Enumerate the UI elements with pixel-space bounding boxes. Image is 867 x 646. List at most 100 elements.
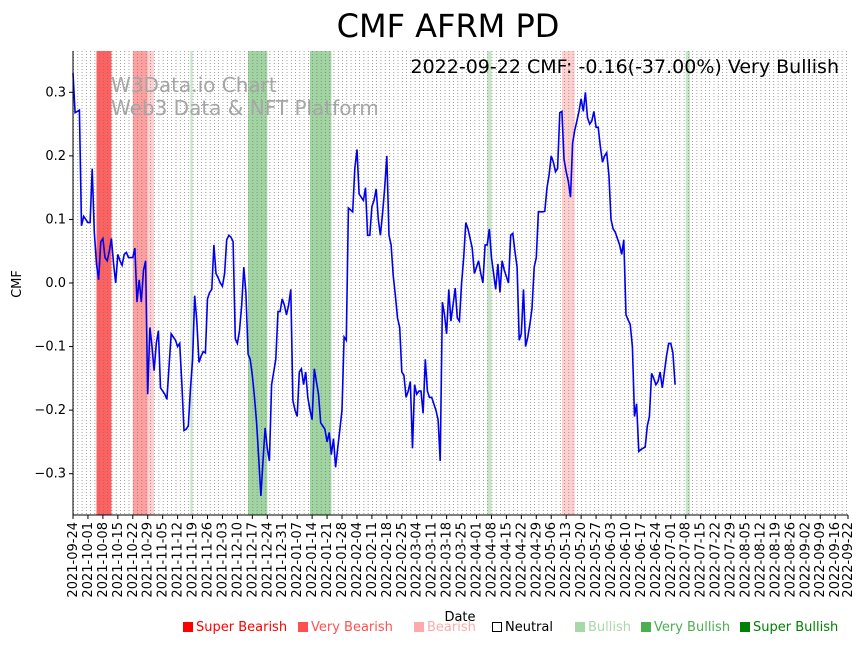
legend-label: Bearish xyxy=(427,620,476,635)
signal-legend: Super Bearish Very Bearish Bearish Neutr… xyxy=(0,620,867,640)
x-ticks: 2021-09-24 2021-10-01 2021-10-08 2021-10-15… xyxy=(66,515,856,598)
legend-label: Super Bullish xyxy=(753,620,839,635)
axes xyxy=(72,51,848,516)
legend-label: Neutral xyxy=(505,620,553,635)
x-tick-label: 2022-04-29 xyxy=(529,522,544,598)
x-tick-label: 2022-07-22 xyxy=(709,522,724,598)
x-tick-label: 2022-06-24 xyxy=(649,522,664,598)
x-tick-label: 2022-06-03 xyxy=(604,522,619,598)
cmf-series-line xyxy=(72,73,676,496)
x-tick-label: 2022-02-04 xyxy=(350,522,365,598)
x-tick-label: 2021-12-17 xyxy=(245,522,260,598)
x-tick-label: 2021-11-05 xyxy=(156,522,171,598)
x-tick-label: 2022-07-01 xyxy=(664,522,679,598)
x-tick-label: 2022-09-02 xyxy=(798,522,813,598)
legend-very-bearish: Very Bearish xyxy=(298,620,393,635)
y-tick-label: 0.3 xyxy=(45,85,66,100)
x-tick-label: 2021-10-15 xyxy=(111,522,126,598)
x-tick-label: 2022-03-04 xyxy=(410,522,425,598)
signal-band-bullish xyxy=(685,51,691,515)
vertical-gridlines xyxy=(73,51,847,515)
watermark-line-2: Web3 Data & NFT Platform xyxy=(111,96,379,120)
x-tick-label: 2022-05-06 xyxy=(544,522,559,598)
x-tick-label: 2021-10-01 xyxy=(81,522,96,598)
legend-bearish: Bearish xyxy=(414,620,476,635)
y-tick-label: 0.2 xyxy=(45,149,66,164)
watermark-line-1: W3Data.io Chart xyxy=(111,73,277,97)
signal-band-bearish xyxy=(147,51,155,515)
legend-swatch xyxy=(740,622,750,632)
x-tick-label: 2022-04-08 xyxy=(484,522,499,598)
x-tick-label: 2022-01-28 xyxy=(335,522,350,598)
legend-swatch xyxy=(414,622,424,632)
y-tick-label: 0.1 xyxy=(45,212,66,227)
x-tick-label: 2022-01-21 xyxy=(320,522,335,598)
x-tick-label: 2022-05-20 xyxy=(574,522,589,598)
legend-swatch xyxy=(641,622,651,632)
y-tick-label: −0.2 xyxy=(34,403,66,418)
x-tick-label: 2022-06-10 xyxy=(619,522,634,598)
x-tick-label: 2022-07-29 xyxy=(724,522,739,598)
signal-band-bullish xyxy=(487,51,492,515)
x-tick-label: 2022-09-09 xyxy=(813,522,828,598)
y-axis-label: CMF xyxy=(10,270,25,298)
legend-very-bullish: Very Bullish xyxy=(641,620,730,635)
x-tick-label: 2021-12-24 xyxy=(260,522,275,598)
legend-label: Very Bearish xyxy=(311,620,393,635)
legend-label: Super Bearish xyxy=(196,620,288,635)
legend-super-bullish: Super Bullish xyxy=(740,620,838,635)
x-tick-label: 2022-08-12 xyxy=(753,522,768,598)
x-tick-label: 2022-02-18 xyxy=(380,522,395,598)
legend-neutral: Neutral xyxy=(492,620,553,635)
x-tick-label: 2022-09-22 xyxy=(841,522,856,598)
y-ticks: −0.3 −0.2 −0.1 0.0 0.1 0.2 0.3 xyxy=(34,85,73,482)
latest-value-annotation: 2022-09-22 CMF: -0.16(-37.00%) Very Bull… xyxy=(410,56,839,78)
x-tick-label: 2021-11-12 xyxy=(171,522,186,598)
x-tick-label: 2021-10-29 xyxy=(141,522,156,598)
legend-swatch xyxy=(183,622,193,632)
legend-label: Very Bullish xyxy=(654,620,731,635)
legend-super-bearish: Super Bearish xyxy=(183,620,287,635)
x-tick-label: 2022-09-16 xyxy=(828,522,843,598)
x-tick-label: 2022-03-11 xyxy=(425,522,440,598)
x-tick-label: 2021-09-24 xyxy=(66,522,81,598)
x-tick-label: 2022-04-22 xyxy=(514,522,529,598)
x-tick-label: 2022-08-05 xyxy=(739,522,754,598)
x-tick-label: 2022-07-08 xyxy=(679,522,694,598)
x-tick-label: 2022-04-01 xyxy=(470,522,485,598)
signal-band-bullish xyxy=(190,51,193,515)
x-tick-label: 2021-11-19 xyxy=(186,522,201,598)
signal-band-very-bullish xyxy=(309,51,332,515)
x-tick-label: 2022-01-14 xyxy=(305,522,320,598)
x-tick-label: 2022-06-17 xyxy=(634,522,649,598)
legend-swatch xyxy=(492,622,502,632)
x-tick-label: 2022-04-15 xyxy=(499,522,514,598)
chart-title: CMF AFRM PD xyxy=(337,7,560,45)
x-tick-label: 2022-05-27 xyxy=(589,522,604,598)
x-tick-label: 2022-03-25 xyxy=(455,522,470,598)
x-tick-label: 2022-03-18 xyxy=(440,522,455,598)
legend-swatch xyxy=(298,622,308,632)
x-tick-label: 2021-12-10 xyxy=(230,522,245,598)
x-tick-label: 2022-05-13 xyxy=(559,522,574,598)
signal-band-super-bearish xyxy=(96,51,112,515)
x-axis-label: Date xyxy=(444,610,475,625)
x-tick-label: 2021-10-08 xyxy=(96,522,111,598)
x-tick-label: 2022-07-15 xyxy=(694,522,709,598)
x-tick-label: 2021-10-22 xyxy=(126,522,141,598)
x-tick-label: 2022-02-25 xyxy=(395,522,410,598)
y-tick-label: 0.0 xyxy=(45,276,66,291)
x-tick-label: 2022-08-26 xyxy=(783,522,798,598)
x-tick-label: 2022-01-07 xyxy=(290,522,305,598)
legend-bullish: Bullish xyxy=(575,620,631,635)
x-tick-label: 2021-12-03 xyxy=(215,522,230,598)
x-tick-label: 2022-02-11 xyxy=(365,522,380,598)
x-tick-label: 2022-08-19 xyxy=(768,522,783,598)
legend-label: Bullish xyxy=(588,620,632,635)
legend-swatch xyxy=(575,622,585,632)
y-tick-label: −0.1 xyxy=(34,340,66,355)
x-tick-label: 2021-11-26 xyxy=(201,522,216,598)
y-tick-label: −0.3 xyxy=(34,467,66,482)
x-tick-label: 2021-12-31 xyxy=(275,522,290,598)
